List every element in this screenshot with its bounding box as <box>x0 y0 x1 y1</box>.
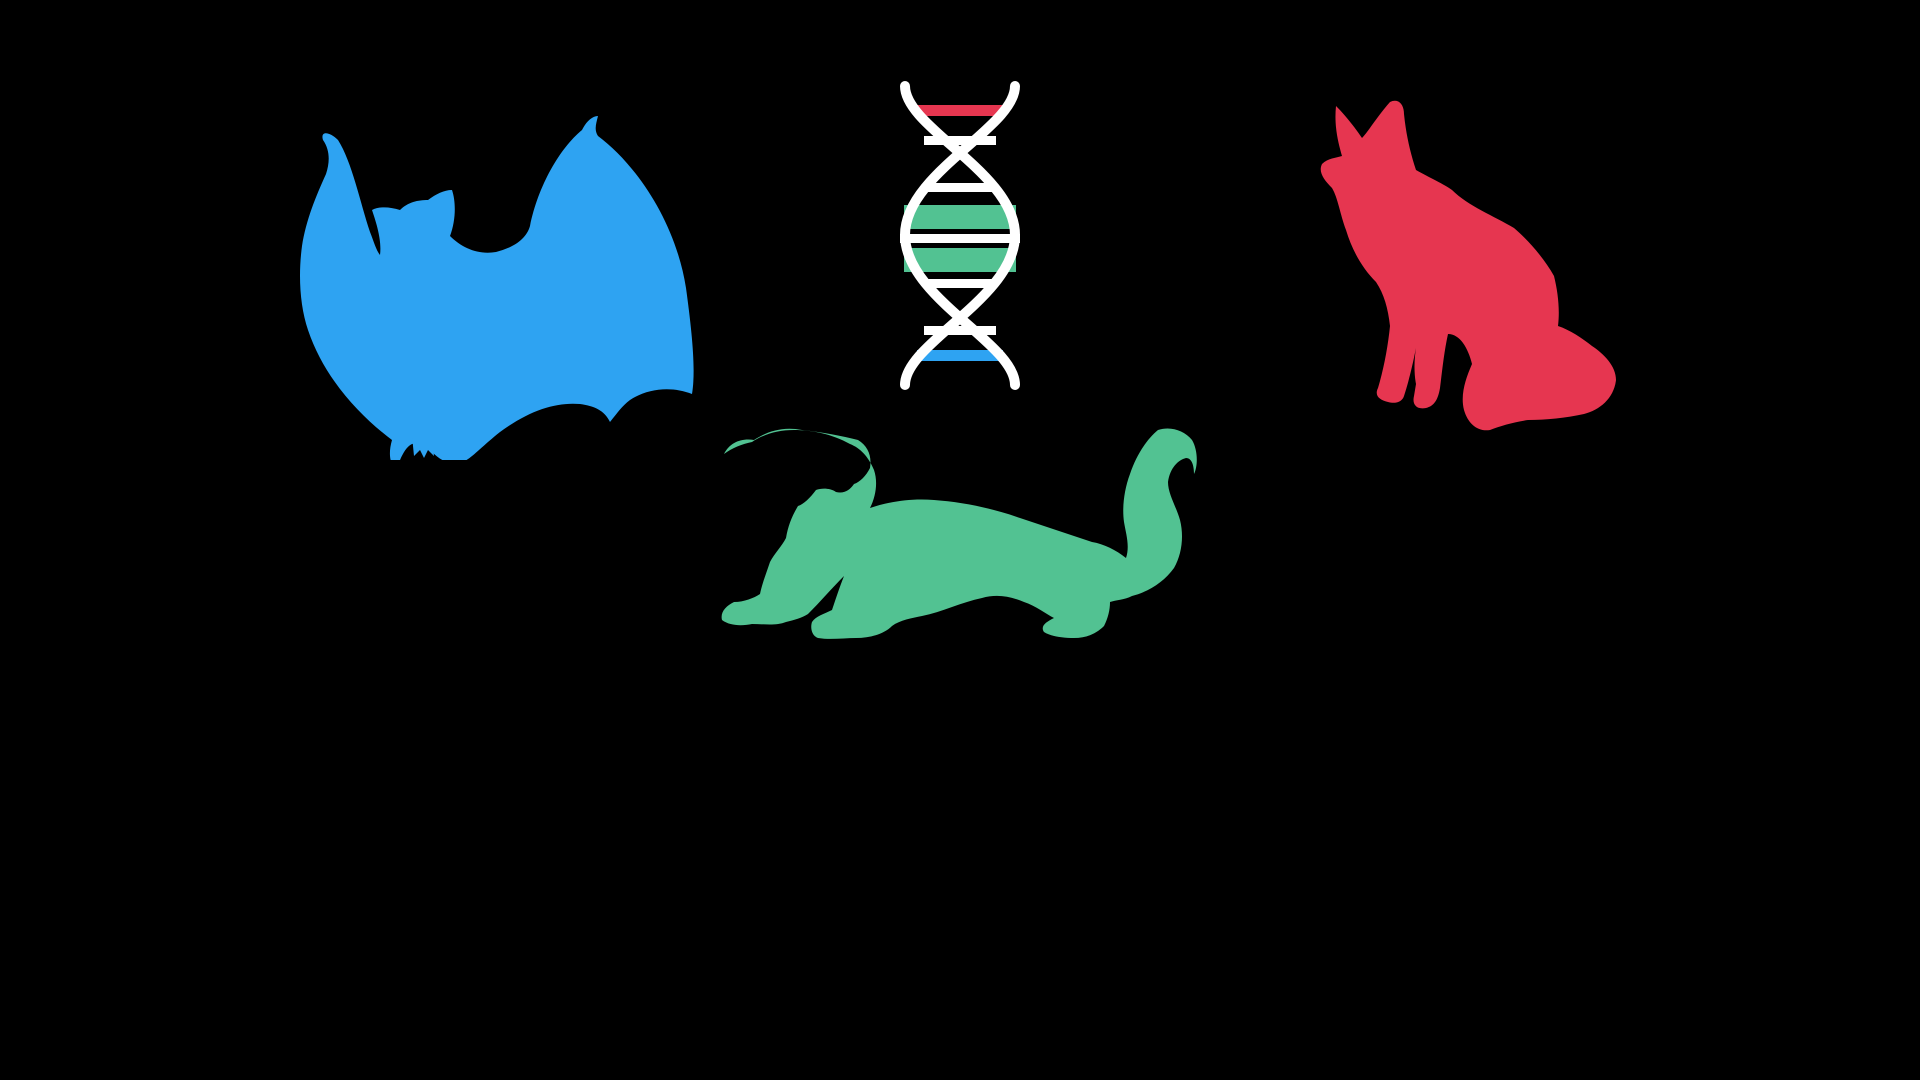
dna-rungs <box>900 105 1020 361</box>
bat-shape <box>300 116 694 460</box>
ferret-silhouette-icon <box>721 428 1197 639</box>
dna-rung-white-2 <box>926 183 994 192</box>
dna-rung-green-1 <box>904 205 1016 229</box>
dna-rung-white-1 <box>924 136 996 145</box>
dna-strands <box>899 81 1021 390</box>
dna-rung-red <box>917 105 1003 116</box>
dna-double-helix-icon <box>899 81 1021 390</box>
dna-rung-white-3 <box>900 234 1020 243</box>
dna-rung-white-4 <box>926 279 994 288</box>
bat-foot-right <box>444 429 462 456</box>
dna-rung-green-2 <box>904 248 1016 272</box>
fox-shape <box>1320 100 1616 431</box>
bat-silhouette-icon <box>300 116 694 460</box>
fox-silhouette-icon <box>1320 100 1616 431</box>
dna-rung-blue <box>917 350 1003 361</box>
dna-strand-right <box>899 81 1020 390</box>
ferret-shape <box>721 428 1197 639</box>
dna-strand-left <box>900 81 1021 390</box>
dna-rung-white-5 <box>924 326 996 335</box>
bat-foot-left <box>412 432 434 458</box>
